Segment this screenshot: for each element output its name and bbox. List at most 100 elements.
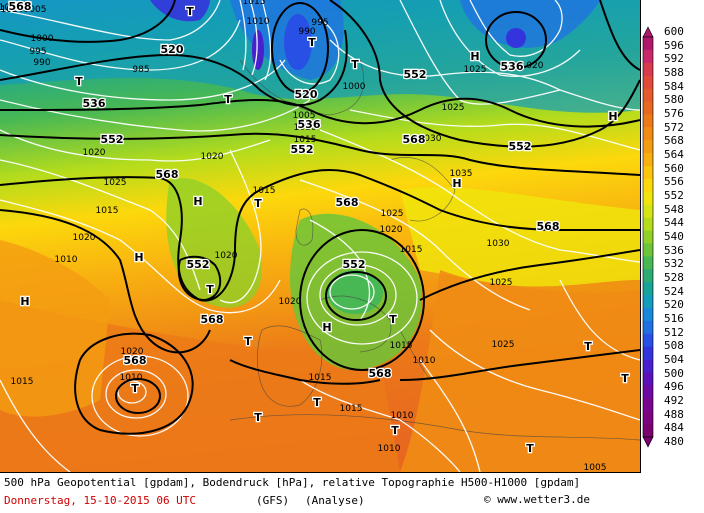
coast-britain [295, 208, 314, 246]
legend-swatch [643, 37, 653, 51]
legend-value-label: 484 [664, 421, 684, 435]
contour-7 [0, 209, 211, 354]
high-pressure-center: H [470, 50, 479, 63]
legend-swatch [643, 359, 653, 373]
map-description: 500 hPa Geopotential [gpdam], Bodendruck… [4, 476, 581, 489]
pressure-centers: T T T T T T T T T T T T T T T T H H H H H H H [19, 4, 630, 457]
isobar-21 [0, 379, 71, 472]
contour-10 [399, 349, 640, 381]
legend-value-label: 520 [664, 298, 684, 312]
legend-value-label: 596 [664, 38, 684, 52]
legend-value-label: 556 [664, 175, 684, 189]
isobar-10 [261, 0, 272, 81]
isobar-pressure-label: 1015 [243, 0, 266, 7]
isobar-ring-5 [105, 369, 167, 419]
isobar-16 [299, 179, 531, 311]
geopotential-labels: 520 536 520 536 536 552 552 552 552 568 568 568 552 5… [7, 0, 560, 381]
contour-1 [0, 29, 348, 107]
isobar-13 [329, 39, 640, 111]
isobar-pressure-label: 1025 [381, 209, 404, 219]
low-pressure-center: T [621, 372, 629, 385]
legend-value-label: 516 [664, 312, 684, 325]
low-pressure-center: T [206, 283, 214, 296]
isobar-pressure-label: 1030 [419, 134, 442, 144]
legend-swatch [643, 153, 653, 167]
isobar-pressure-label: 1020 [279, 297, 302, 307]
contour-ring-5 [485, 11, 547, 69]
isobar-pressure-label: 1005 [24, 5, 47, 15]
legend-swatch [643, 114, 653, 128]
field-right-orange [400, 270, 640, 472]
isobar-pressure-label: 1025 [490, 278, 513, 288]
legend-value-label: 480 [664, 435, 684, 448]
isobar-24 [439, 0, 581, 77]
high-pressure-center: H [452, 177, 461, 190]
isobar-pressure-label: 1010 [55, 255, 78, 265]
low-pressure-center: T [224, 93, 232, 106]
legend-swatch [643, 385, 653, 399]
geopotential-label: 552 [187, 258, 210, 271]
isobar-pressure-label: 995 [29, 47, 46, 57]
contour-6 [177, 255, 222, 302]
legend-swatch [643, 424, 653, 438]
source-credit[interactable]: © www.wetter3.de [484, 493, 590, 506]
low-pressure-center: T [313, 396, 321, 409]
map-footer: 500 hPa Geopotential [gpdam], Bodendruck… [0, 473, 704, 513]
isobar-pressure-label: 995 [311, 18, 328, 28]
isobar-pressure-label: 1015 [294, 135, 317, 145]
low-pressure-center: T [308, 36, 316, 49]
geopotential-label: 520 [161, 43, 184, 56]
legend-swatch [643, 88, 653, 102]
legend-swatch [643, 372, 653, 386]
isobar-3 [0, 59, 286, 101]
legend-value-label: 552 [664, 189, 684, 202]
pressure-labels: 1005100099599098510101015101099599010001… [0, 0, 606, 472]
contour-14 [599, 0, 640, 71]
coast-africa [229, 414, 640, 441]
weather-map: 1005100099599098510101015101099599010001… [0, 0, 641, 473]
isobar-11 [249, 0, 258, 76]
isobar-pressure-label: 990 [298, 27, 315, 37]
legend-swatch [643, 256, 653, 270]
geopotential-label: 568 [9, 0, 32, 13]
geopotential-label: 520 [295, 88, 318, 101]
map-canvas: 1005100099599098510101015101099599010001… [0, 0, 640, 472]
contour-ring-3 [115, 378, 161, 414]
isobar-pressure-label: 1000 [31, 34, 54, 44]
isobar-5 [0, 129, 271, 162]
map-date-time: Donnerstag, 15-10-2015 06 UTC [4, 494, 197, 507]
legend-swatch [643, 398, 653, 412]
legend-value-label: 524 [664, 284, 684, 298]
legend-value-label: 488 [664, 407, 684, 421]
legend-value-label: 528 [664, 271, 684, 284]
isobar-pressure-label: 1015 [400, 245, 423, 255]
isobar-pressure-label: 990 [33, 58, 50, 68]
contour-11 [229, 359, 381, 385]
isobar-1 [0, 0, 221, 41]
geopotential-label: 536 [9, 0, 32, 13]
legend-value-label: 588 [664, 66, 684, 79]
legend-value-label: 544 [664, 216, 684, 230]
legend-value-label: 572 [664, 120, 684, 134]
geopotential-contours [0, 0, 640, 435]
isobar-pressure-label: 1020 [521, 61, 544, 71]
legend-value-label: 496 [664, 380, 684, 394]
legend-value-label: 504 [664, 353, 684, 366]
legend-value-label: 500 [664, 366, 684, 380]
low-pressure-center: T [254, 411, 262, 424]
field-north-core [284, 14, 312, 70]
geopotential-label: 536 [83, 97, 106, 110]
isobar-pressure-label: 1010 [391, 411, 414, 421]
coast-greenland [239, 59, 364, 116]
contour-ring-2 [299, 229, 425, 371]
isobar-6 [0, 159, 201, 291]
contour-8 [74, 332, 194, 435]
legend-swatch [643, 269, 653, 283]
isobar-17 [309, 219, 371, 321]
legend-value-label: 564 [664, 148, 684, 161]
legend-arrow-bottom [642, 436, 654, 448]
isobar-8 [219, 149, 262, 304]
coast-iberia [257, 325, 323, 407]
legend-arrow-top [642, 26, 654, 38]
low-pressure-center: T [389, 313, 397, 326]
